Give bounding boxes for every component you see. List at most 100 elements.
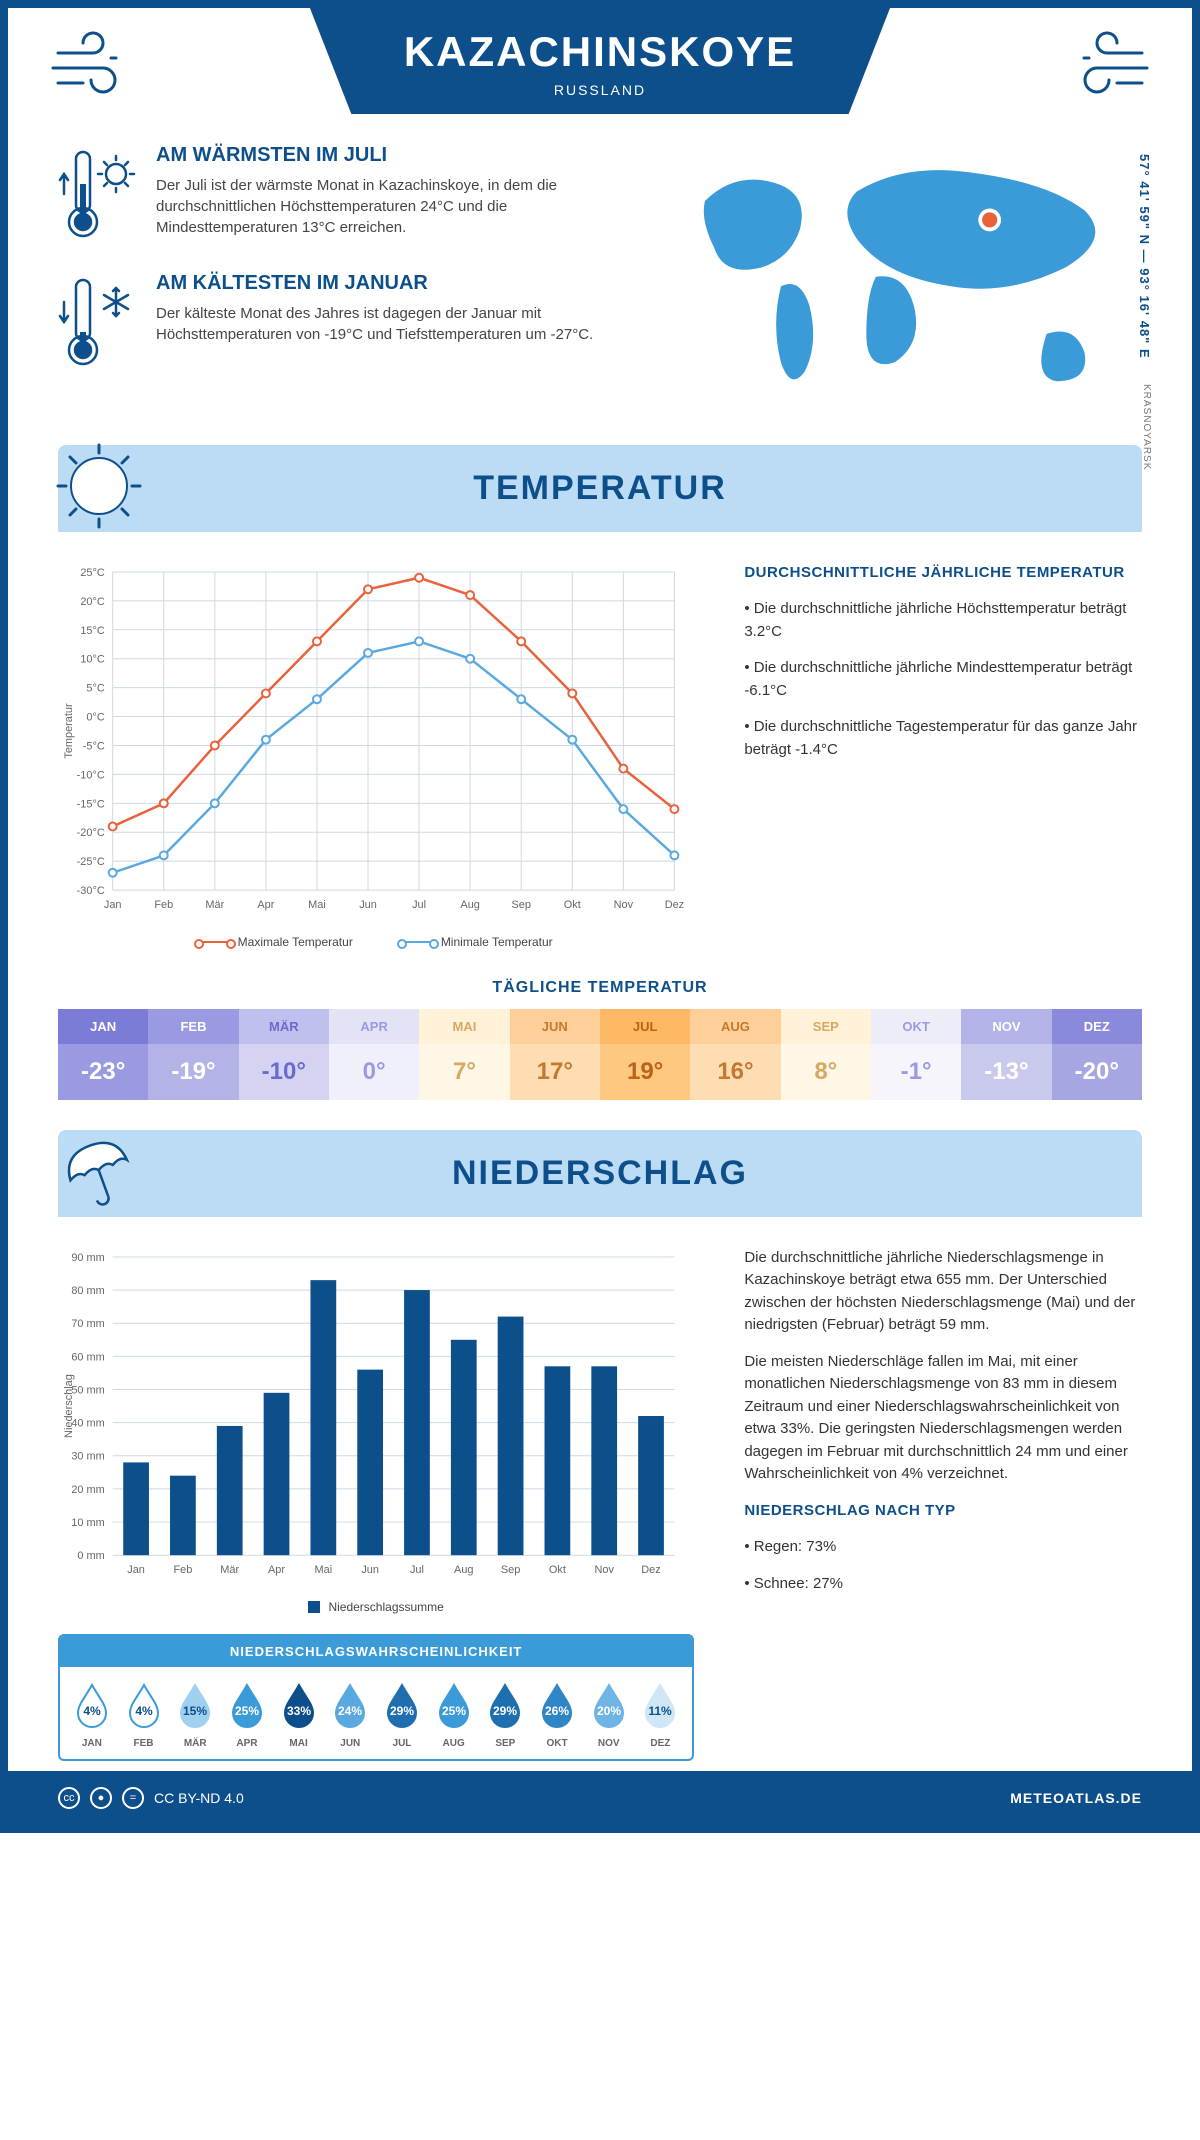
svg-text:15%: 15% xyxy=(183,1704,207,1718)
section-banner-precipitation: NIEDERSCHLAG xyxy=(58,1130,1142,1217)
svg-text:Jun: Jun xyxy=(359,899,377,911)
chart-legend: Niederschlagssumme xyxy=(58,1600,694,1614)
temp-cell: MÄR -10° xyxy=(239,1009,329,1100)
svg-text:15°C: 15°C xyxy=(80,624,105,636)
svg-text:11%: 11% xyxy=(649,1704,673,1718)
svg-text:30 mm: 30 mm xyxy=(71,1450,104,1462)
svg-text:Jan: Jan xyxy=(104,899,122,911)
text-p1: • Die durchschnittliche jährliche Höchst… xyxy=(744,598,1142,643)
temperature-line-chart: -30°C-25°C-20°C-15°C-10°C-5°C0°C5°C10°C1… xyxy=(58,562,694,949)
svg-text:Apr: Apr xyxy=(268,1564,285,1576)
svg-text:4%: 4% xyxy=(135,1704,153,1718)
svg-text:80 mm: 80 mm xyxy=(71,1285,104,1297)
svg-text:Dez: Dez xyxy=(641,1564,660,1576)
svg-text:10 mm: 10 mm xyxy=(71,1517,104,1529)
thermometer-sun-icon xyxy=(58,144,138,244)
drop-cell: 25% APR xyxy=(221,1681,273,1749)
drop-cell: 33% MAI xyxy=(273,1681,325,1749)
header-row: KAZACHINSKOYE RUSSLAND xyxy=(8,8,1192,114)
legend-precip: Niederschlagssumme xyxy=(328,1600,443,1614)
svg-text:Nov: Nov xyxy=(614,899,634,911)
legend-min: Minimale Temperatur xyxy=(441,935,553,949)
svg-text:50 mm: 50 mm xyxy=(71,1384,104,1396)
svg-text:40 mm: 40 mm xyxy=(71,1417,104,1429)
temperature-text: DURCHSCHNITTLICHE JÄHRLICHE TEMPERATUR •… xyxy=(744,562,1142,949)
svg-text:Jul: Jul xyxy=(412,899,426,911)
drop-cell: 25% AUG xyxy=(428,1681,480,1749)
svg-text:Sep: Sep xyxy=(501,1564,520,1576)
precipitation-text: Die durchschnittliche jährliche Niedersc… xyxy=(744,1247,1142,1761)
cc-icon: cc xyxy=(58,1787,80,1809)
svg-text:-30°C: -30°C xyxy=(77,885,105,897)
svg-text:25%: 25% xyxy=(442,1704,466,1718)
facts-column: AM WÄRMSTEN IM JULI Der Juli ist der wär… xyxy=(58,144,627,415)
daily-temp-heading: TÄGLICHE TEMPERATUR xyxy=(8,979,1192,997)
svg-text:5°C: 5°C xyxy=(86,682,104,694)
precipitation-bar-chart: 0 mm10 mm20 mm30 mm40 mm50 mm60 mm70 mm8… xyxy=(58,1247,694,1761)
svg-text:-5°C: -5°C xyxy=(83,740,105,752)
wind-icon xyxy=(48,28,148,98)
temp-cell: JUL 19° xyxy=(600,1009,690,1100)
drop-cell: 4% JAN xyxy=(66,1681,118,1749)
license-block: cc ● = CC BY-ND 4.0 xyxy=(58,1787,244,1809)
daily-temp-grid: JAN -23° FEB -19° MÄR -10° APR 0° MAI 7°… xyxy=(58,1009,1142,1100)
svg-text:4%: 4% xyxy=(83,1704,101,1718)
country-subtitle: RUSSLAND xyxy=(186,82,1015,98)
precip-probability-panel: NIEDERSCHLAGSWAHRSCHEINLICHKEIT 4% JAN 4… xyxy=(58,1634,694,1761)
text-p2: • Die durchschnittliche jährliche Mindes… xyxy=(744,657,1142,702)
legend-max: Maximale Temperatur xyxy=(238,935,353,949)
svg-text:-20°C: -20°C xyxy=(77,827,105,839)
intro-block: AM WÄRMSTEN IM JULI Der Juli ist der wär… xyxy=(8,114,1192,425)
text-p1: Die durchschnittliche jährliche Niedersc… xyxy=(744,1247,1142,1337)
svg-text:25%: 25% xyxy=(235,1704,259,1718)
temp-cell: FEB -19° xyxy=(148,1009,238,1100)
svg-text:26%: 26% xyxy=(545,1704,569,1718)
text-heading: DURCHSCHNITTLICHE JÄHRLICHE TEMPERATUR xyxy=(744,562,1142,585)
svg-text:Jan: Jan xyxy=(127,1564,145,1576)
svg-text:-25°C: -25°C xyxy=(77,856,105,868)
site-name: METEOATLAS.DE xyxy=(1010,1790,1142,1806)
svg-text:Okt: Okt xyxy=(549,1564,566,1576)
temperature-chart-row: -30°C-25°C-20°C-15°C-10°C-5°C0°C5°C10°C1… xyxy=(8,532,1192,959)
text-b2: • Schnee: 27% xyxy=(744,1573,1142,1596)
chart-legend: Maximale Temperatur Minimale Temperatur xyxy=(58,935,694,949)
temp-cell: OKT -1° xyxy=(871,1009,961,1100)
svg-text:Jul: Jul xyxy=(410,1564,424,1576)
svg-text:20 mm: 20 mm xyxy=(71,1484,104,1496)
drop-cell: 24% JUN xyxy=(324,1681,376,1749)
svg-text:Aug: Aug xyxy=(460,899,479,911)
thermometer-snow-icon xyxy=(58,272,138,372)
drop-cell: 11% DEZ xyxy=(635,1681,687,1749)
svg-text:Nov: Nov xyxy=(594,1564,614,1576)
svg-text:Mär: Mär xyxy=(220,1564,239,1576)
text-b1: • Regen: 73% xyxy=(744,1536,1142,1559)
svg-text:20°C: 20°C xyxy=(80,596,105,608)
svg-text:60 mm: 60 mm xyxy=(71,1351,104,1363)
svg-text:-10°C: -10°C xyxy=(77,769,105,781)
drop-cell: 26% OKT xyxy=(531,1681,583,1749)
svg-text:29%: 29% xyxy=(493,1704,517,1718)
svg-text:Temperatur: Temperatur xyxy=(63,703,75,759)
svg-text:29%: 29% xyxy=(390,1704,414,1718)
sun-icon xyxy=(54,441,144,531)
svg-text:Okt: Okt xyxy=(564,899,581,911)
title-banner: KAZACHINSKOYE RUSSLAND xyxy=(186,8,1015,114)
temp-cell: JUN 17° xyxy=(510,1009,600,1100)
text-p3: • Die durchschnittliche Tagestemperatur … xyxy=(744,716,1142,761)
fact-coldest: AM KÄLTESTEN IM JANUAR Der kälteste Mona… xyxy=(58,272,627,372)
section-title: NIEDERSCHLAG xyxy=(452,1154,748,1192)
drop-cell: 15% MÄR xyxy=(169,1681,221,1749)
coordinates: 57° 41' 59" N — 93° 16' 48" E xyxy=(1137,154,1152,359)
fact-body: Der kälteste Monat des Jahres ist dagege… xyxy=(156,303,627,345)
text-p2: Die meisten Niederschläge fallen im Mai,… xyxy=(744,1351,1142,1486)
fact-title: AM KÄLTESTEN IM JANUAR xyxy=(156,272,627,295)
svg-text:Apr: Apr xyxy=(257,899,274,911)
svg-text:Sep: Sep xyxy=(512,899,531,911)
svg-text:25°C: 25°C xyxy=(80,567,105,579)
temp-cell: DEZ -20° xyxy=(1052,1009,1142,1100)
svg-text:33%: 33% xyxy=(287,1704,311,1718)
temp-cell: SEP 8° xyxy=(781,1009,871,1100)
fact-body: Der Juli ist der wärmste Monat in Kazach… xyxy=(156,175,627,238)
svg-text:90 mm: 90 mm xyxy=(71,1252,104,1264)
city-title: KAZACHINSKOYE xyxy=(186,28,1015,76)
